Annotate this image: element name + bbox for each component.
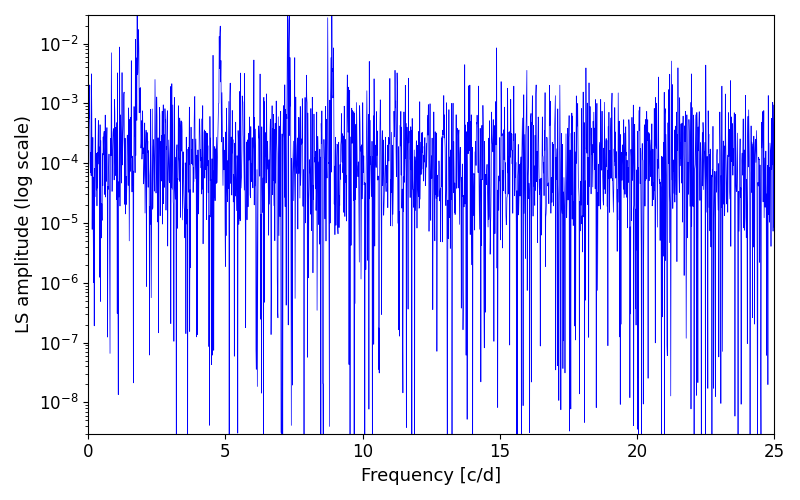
Y-axis label: LS amplitude (log scale): LS amplitude (log scale) [15,116,33,334]
X-axis label: Frequency [c/d]: Frequency [c/d] [361,467,502,485]
